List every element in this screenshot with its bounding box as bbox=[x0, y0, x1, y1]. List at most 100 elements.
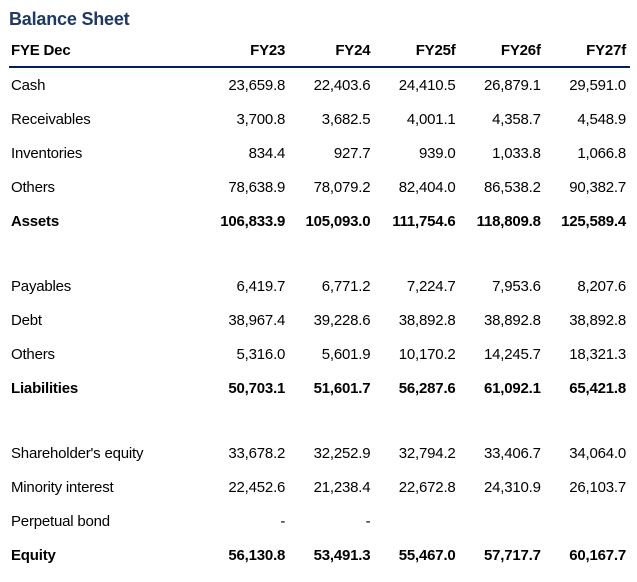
page-title: Balance Sheet bbox=[9, 9, 130, 29]
cell-value: 90,382.7 bbox=[569, 178, 626, 196]
table-row: Others 78,638.9 78,079.2 82,404.0 86,538.2 90… bbox=[9, 170, 630, 204]
cell-value bbox=[460, 238, 545, 269]
balance-sheet-table: FYE Dec FY23 FY24 FY25f FY26f FY27f Cash 23,65… bbox=[9, 40, 630, 572]
cell-value: 60,167.7 bbox=[569, 546, 626, 564]
cell-value: 5,601.9 bbox=[321, 345, 371, 363]
cell-value: 4,548.9 bbox=[577, 110, 626, 128]
cell-value bbox=[545, 238, 630, 269]
cell-value: 26,879.1 bbox=[483, 76, 541, 94]
cell-value: 24,410.5 bbox=[398, 76, 456, 94]
row-label: Equity bbox=[11, 546, 56, 564]
cell-value bbox=[545, 504, 630, 538]
cell-value: 26,103.7 bbox=[569, 478, 626, 496]
row-label: Payables bbox=[11, 277, 72, 295]
row-label: Liabilities bbox=[11, 379, 78, 397]
row-label: Perpetual bond bbox=[11, 512, 110, 530]
cell-value: 7,953.6 bbox=[492, 277, 541, 295]
column-header: FY26f bbox=[459, 40, 545, 68]
cell-value: 3,700.8 bbox=[236, 110, 286, 128]
cell-value: 939.0 bbox=[419, 144, 456, 162]
header-row: FYE Dec FY23 FY24 FY25f FY26f FY27f bbox=[9, 40, 630, 68]
cell-value: 1,033.8 bbox=[492, 144, 541, 162]
cell-value: 8,207.6 bbox=[577, 277, 626, 295]
cell-value: 7,224.7 bbox=[406, 277, 456, 295]
cell-value: 65,421.8 bbox=[569, 379, 626, 397]
cell-value bbox=[204, 238, 289, 269]
table-row: Assets 106,833.9 105,093.0 111,754.6 118,809… bbox=[9, 204, 630, 238]
row-label: Shareholder's equity bbox=[11, 444, 144, 462]
cell-value: 6,771.2 bbox=[321, 277, 371, 295]
row-label: Receivables bbox=[11, 110, 91, 128]
table-row: Minority interest 22,452.6 21,238.4 22,672.… bbox=[9, 470, 630, 504]
cell-value bbox=[460, 405, 545, 436]
cell-value: 21,238.4 bbox=[313, 478, 371, 496]
table-row: Payables 6,419.7 6,771.2 7,224.7 7,953.6 8,20… bbox=[9, 269, 630, 303]
row-label: Debt bbox=[11, 311, 42, 329]
cell-value: 18,321.3 bbox=[569, 345, 626, 363]
cell-value: 38,892.8 bbox=[483, 311, 541, 329]
cell-value: 6,419.7 bbox=[236, 277, 286, 295]
cell-value: 22,452.6 bbox=[228, 478, 286, 496]
row-label-header: FYE Dec bbox=[9, 40, 204, 68]
cell-value: 118,809.8 bbox=[476, 212, 541, 230]
cell-value: 125,589.4 bbox=[561, 212, 626, 230]
row-label bbox=[9, 405, 204, 436]
cell-value: 56,130.8 bbox=[228, 546, 286, 564]
table-row: Debt 38,967.4 39,228.6 38,892.8 38,892.8 38,8… bbox=[9, 303, 630, 337]
cell-value: 22,403.6 bbox=[313, 76, 371, 94]
cell-value bbox=[289, 238, 374, 269]
table-row: Others 5,316.0 5,601.9 10,170.2 14,245.7 18,3… bbox=[9, 337, 630, 371]
table-row: Equity 56,130.8 53,491.3 55,467.0 57,717.7 60… bbox=[9, 538, 630, 572]
cell-value: 29,591.0 bbox=[569, 76, 626, 94]
table-row: Cash 23,659.8 22,403.6 24,410.5 26,879.1 29,5… bbox=[9, 67, 630, 102]
cell-value: 23,659.8 bbox=[228, 76, 286, 94]
column-header: FY23 bbox=[204, 40, 290, 68]
cell-value: 55,467.0 bbox=[398, 546, 456, 564]
cell-value: 38,892.8 bbox=[398, 311, 456, 329]
table-row: Shareholder's equity 33,678.2 32,252.9 32,7… bbox=[9, 436, 630, 470]
cell-value bbox=[545, 405, 630, 436]
cell-value: 86,538.2 bbox=[483, 178, 541, 196]
spacer-row bbox=[9, 405, 630, 436]
table-body: Cash 23,659.8 22,403.6 24,410.5 26,879.1 29,5… bbox=[9, 67, 630, 572]
table-row: Perpetual bond - - bbox=[9, 504, 630, 538]
cell-value: 38,967.4 bbox=[228, 311, 286, 329]
table-row: Liabilities 50,703.1 51,601.7 56,287.6 61,09… bbox=[9, 371, 630, 405]
cell-value: 38,892.8 bbox=[569, 311, 626, 329]
cell-value bbox=[204, 405, 289, 436]
row-label: Minority interest bbox=[11, 478, 114, 496]
cell-value: - bbox=[365, 512, 371, 530]
cell-value: 14,245.7 bbox=[483, 345, 541, 363]
cell-value: 24,310.9 bbox=[483, 478, 541, 496]
cell-value: 39,228.6 bbox=[313, 311, 371, 329]
cell-value: 34,064.0 bbox=[569, 444, 626, 462]
cell-value: 78,638.9 bbox=[228, 178, 286, 196]
cell-value: 51,601.7 bbox=[313, 379, 371, 397]
cell-value: 5,316.0 bbox=[236, 345, 286, 363]
cell-value bbox=[374, 504, 459, 538]
cell-value: - bbox=[280, 512, 286, 530]
cell-value: 3,682.5 bbox=[321, 110, 371, 128]
cell-value: 105,093.0 bbox=[305, 212, 371, 230]
cell-value: 53,491.3 bbox=[313, 546, 371, 564]
column-header: FY27f bbox=[544, 40, 630, 68]
table-row: Receivables 3,700.8 3,682.5 4,001.1 4,358.7 4… bbox=[9, 102, 630, 136]
row-label: Inventories bbox=[11, 144, 83, 162]
cell-value bbox=[289, 405, 374, 436]
cell-value: 1,066.8 bbox=[577, 144, 626, 162]
cell-value: 78,079.2 bbox=[313, 178, 371, 196]
spacer-row bbox=[9, 238, 630, 269]
cell-value: 4,358.7 bbox=[492, 110, 541, 128]
row-label: Others bbox=[11, 345, 55, 363]
cell-value: 111,754.6 bbox=[392, 212, 456, 230]
cell-value: 834.4 bbox=[248, 144, 286, 162]
cell-value: 32,252.9 bbox=[313, 444, 371, 462]
cell-value: 106,833.9 bbox=[220, 212, 286, 230]
cell-value bbox=[374, 405, 459, 436]
cell-value: 57,717.7 bbox=[483, 546, 541, 564]
cell-value: 61,092.1 bbox=[483, 379, 541, 397]
cell-value: 82,404.0 bbox=[398, 178, 456, 196]
cell-value: 22,672.8 bbox=[398, 478, 456, 496]
cell-value bbox=[374, 238, 459, 269]
